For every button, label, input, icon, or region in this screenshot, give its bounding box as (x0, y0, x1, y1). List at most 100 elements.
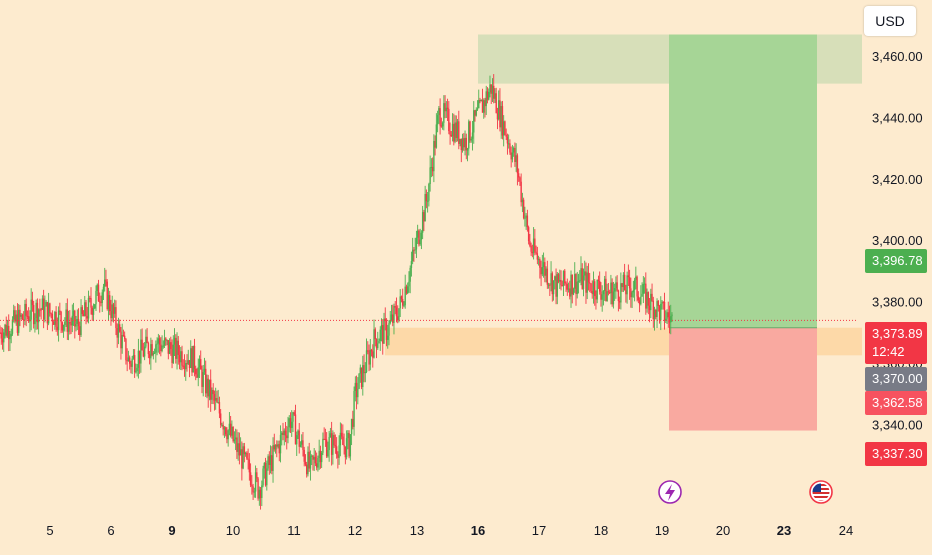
candle-body (92, 308, 95, 315)
time-axis[interactable]: 5 6 9 10 11 12 13 16 17 18 19 20 23 24 (46, 523, 853, 538)
candle-body (99, 301, 101, 303)
candle-body (446, 107, 449, 110)
price-tick-label: 3,380.00 (872, 295, 923, 310)
candle-body (60, 311, 62, 323)
candle-body (350, 418, 353, 435)
candle-body (580, 268, 582, 281)
candle-body (183, 366, 186, 370)
candle-body (22, 319, 25, 321)
candle-body (587, 272, 590, 283)
candle-body (229, 423, 232, 436)
candle-body (239, 449, 242, 456)
candle-body (266, 468, 268, 486)
candle-body (50, 313, 52, 315)
candle-body (180, 351, 182, 363)
candle-body (515, 155, 517, 163)
candle-body (41, 298, 44, 310)
candle-body (197, 367, 199, 378)
candle-body (287, 426, 289, 439)
candle-body (650, 293, 652, 311)
candle-body (25, 303, 27, 316)
candle-body (606, 291, 608, 302)
candle-body (234, 437, 237, 440)
candle-body (253, 491, 256, 493)
candle-body (227, 430, 229, 440)
candle-body (540, 267, 542, 275)
candle-body (283, 430, 285, 436)
candle-body (263, 463, 266, 469)
candle-body (69, 321, 71, 324)
candle-body (484, 100, 486, 107)
candle-body (24, 303, 26, 320)
candle-body (660, 303, 662, 320)
candle-body (512, 148, 515, 153)
candle-body (374, 329, 376, 340)
candle-body (201, 369, 203, 387)
candle-body (400, 296, 403, 300)
candle-body (49, 303, 51, 314)
candle-body (325, 439, 328, 457)
candle-body (309, 456, 312, 469)
date-tick-label: 24 (839, 523, 853, 538)
candle-body (122, 335, 125, 337)
candle-body (338, 445, 340, 458)
candle-body (505, 134, 507, 137)
candle-body (105, 279, 107, 282)
candle-body (251, 485, 253, 487)
candle-body (646, 292, 648, 309)
candle-body (403, 305, 405, 307)
lightning-event-icon[interactable] (658, 480, 682, 504)
candle-body (520, 181, 522, 203)
candle-body (44, 306, 46, 320)
candle-body (582, 275, 585, 289)
candle-body (31, 299, 34, 305)
candle-body (206, 378, 208, 394)
candle-body (138, 350, 141, 364)
candle-body (45, 302, 47, 307)
candle-body (560, 279, 562, 286)
candle-body (379, 329, 381, 342)
candle-body (662, 301, 664, 303)
candle-body (100, 302, 102, 304)
candle-body (365, 350, 368, 373)
candle-body (148, 354, 151, 359)
candle-body (469, 121, 471, 141)
candle-body (222, 424, 224, 430)
candle-body (556, 274, 558, 297)
candle-body (55, 311, 57, 327)
candle-body (162, 345, 165, 347)
candle-body (399, 296, 401, 309)
candle-body (636, 276, 638, 297)
candle-body (566, 284, 568, 290)
candle-body (81, 307, 83, 314)
candle-body (546, 268, 549, 285)
candle-body (143, 346, 146, 357)
candle-body (443, 103, 445, 123)
candle-body (318, 450, 320, 458)
candle-body (140, 339, 142, 364)
candle-body (408, 281, 410, 287)
candle-body (9, 336, 11, 340)
candle-body (353, 391, 355, 427)
long-position-stop-area[interactable] (669, 327, 817, 431)
candle-body (496, 113, 499, 120)
long-position-target-area[interactable] (669, 34, 817, 328)
candle-body (635, 276, 637, 280)
candle-body (339, 432, 342, 446)
candle-body (385, 321, 388, 340)
candle-body (327, 450, 329, 457)
date-tick-label: 16 (471, 523, 485, 538)
candle-body (155, 344, 157, 353)
candle-body (517, 173, 520, 178)
us-flag-event-icon[interactable] (809, 480, 833, 504)
candle-body (114, 307, 116, 314)
candle-body (460, 138, 462, 151)
candle-body (276, 444, 278, 447)
candle-body (380, 325, 383, 330)
candle-body (620, 283, 622, 303)
candle-body (473, 110, 475, 133)
candle-body (603, 278, 606, 292)
currency-button[interactable]: USD (864, 6, 916, 36)
candle-body (610, 282, 612, 294)
